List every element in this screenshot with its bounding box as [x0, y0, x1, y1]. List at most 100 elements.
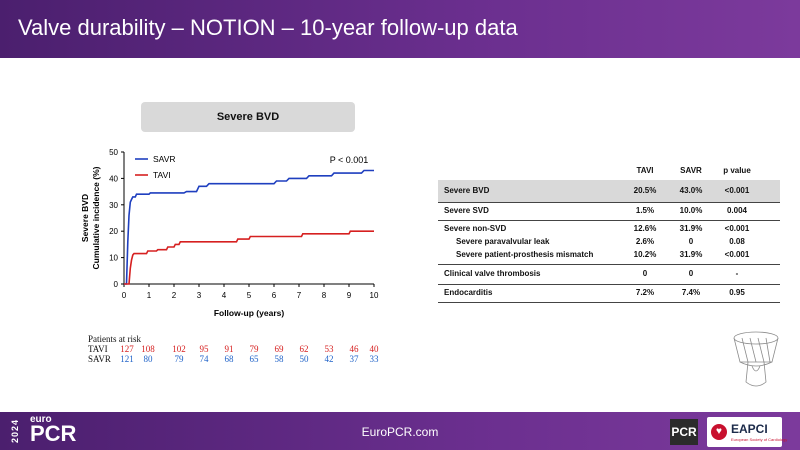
table-row: Severe non-SVD 12.6% 31.9% <0.001 Severe… — [438, 220, 780, 265]
table-row: Endocarditis 7.2% 7.4% 0.95 — [438, 284, 780, 303]
logo-pcr: PCR — [30, 421, 77, 446]
y-tick-label: 10 — [109, 254, 118, 263]
row-name: Severe BVD — [444, 186, 490, 195]
risk-value-tavi: 102 — [172, 344, 186, 354]
row-name: Severe SVD — [444, 206, 489, 215]
legend-label-savr: SAVR — [153, 154, 176, 164]
risk-value-savr: 79 — [174, 354, 184, 364]
footer-site-link[interactable]: EuroPCR.com — [361, 425, 439, 439]
col-header-tavi: TAVI — [636, 166, 654, 175]
x-axis-label: Follow-up (years) — [214, 308, 285, 318]
row-tavi: 20.5% — [633, 186, 657, 195]
table-row: Clinical valve thrombosis 0 0 - — [438, 264, 780, 285]
row-name: Severe paravalvular leak — [456, 237, 550, 246]
row-name: Severe non-SVD — [444, 224, 507, 233]
row-savr: 0 — [688, 269, 694, 278]
risk-value-tavi: 79 — [249, 344, 259, 354]
x-tick-label: 4 — [222, 291, 227, 300]
row-tavi: 0 — [642, 269, 648, 278]
risk-label-savr: SAVR — [88, 354, 111, 364]
heart-icon: ♥ — [711, 424, 727, 440]
x-tick-label: 10 — [370, 291, 379, 300]
row-name: Endocarditis — [444, 288, 493, 297]
x-tick-label: 9 — [347, 291, 352, 300]
eapci-subtitle: European Society of Cardiology — [731, 437, 788, 442]
y-tick-label: 50 — [109, 148, 118, 157]
risk-value-savr: 74 — [199, 354, 209, 364]
x-tick-label: 8 — [322, 291, 327, 300]
risk-value-tavi: 95 — [199, 344, 209, 354]
header-bar: Valve durability – NOTION – 10-year foll… — [0, 0, 800, 58]
eapci-logo: ♥ EAPCI European Society of Cardiology — [707, 417, 787, 447]
footer-bar — [0, 412, 800, 450]
row-tavi: 7.2% — [635, 288, 655, 297]
row-name: Severe patient-prosthesis mismatch — [456, 250, 594, 259]
risk-value-savr: 80 — [143, 354, 153, 364]
y-tick-label: 0 — [114, 280, 119, 289]
risk-value-savr: 42 — [324, 354, 334, 364]
col-header-savr: SAVR — [680, 166, 702, 175]
risk-value-tavi: 91 — [224, 344, 234, 354]
chart-panel-tab: Severe BVD — [141, 102, 355, 132]
y-tick-label: 20 — [109, 227, 118, 236]
row-tavi: 10.2% — [633, 250, 657, 259]
row-name: Clinical valve thrombosis — [444, 269, 541, 278]
row-savr: 7.4% — [681, 288, 701, 297]
col-header-p: p value — [723, 166, 751, 175]
row-savr: 10.0% — [679, 206, 703, 215]
series-line-tavi — [124, 230, 374, 285]
y-tick-label: 40 — [109, 174, 118, 183]
risk-value-savr: 37 — [349, 354, 359, 364]
risk-label-tavi: TAVI — [88, 344, 108, 354]
pcr-badge: PCR — [670, 419, 698, 445]
row-savr: 31.9% — [679, 250, 703, 259]
table-subrow: Severe patient-prosthesis mismatch 10.2%… — [438, 249, 780, 262]
row-tavi: 12.6% — [633, 224, 657, 233]
x-tick-label: 3 — [197, 291, 202, 300]
risk-value-tavi: 62 — [299, 344, 309, 354]
x-tick-label: 0 — [122, 291, 127, 300]
y-axis-label: Severe BVD — [80, 194, 90, 242]
row-savr: 31.9% — [679, 224, 703, 233]
risk-value-savr: 68 — [224, 354, 234, 364]
legend-label-tavi: TAVI — [153, 170, 171, 180]
x-tick-label: 5 — [247, 291, 252, 300]
p-value-annotation: P < 0.001 — [330, 155, 369, 165]
row-p: <0.001 — [724, 224, 750, 233]
row-savr: 0 — [688, 237, 694, 246]
risk-value-tavi: 40 — [369, 344, 379, 354]
table-subrow: Severe paravalvular leak 2.6% 0 0.08 — [438, 236, 780, 249]
logo-euro: euro — [30, 414, 52, 425]
risk-value-savr: 121 — [120, 354, 134, 364]
x-tick-label: 6 — [272, 291, 277, 300]
row-p: <0.001 — [724, 250, 750, 259]
row-tavi: 2.6% — [635, 237, 655, 246]
row-p: 0.004 — [726, 206, 748, 215]
x-tick-label: 7 — [297, 291, 302, 300]
risk-value-tavi: 108 — [141, 344, 155, 354]
risk-table-title: Patients at risk — [88, 334, 141, 344]
x-tick-label: 2 — [172, 291, 177, 300]
eapci-name: EAPCI — [731, 422, 768, 436]
risk-value-tavi: 69 — [274, 344, 284, 354]
risk-value-tavi: 53 — [324, 344, 334, 354]
x-tick-label: 1 — [147, 291, 152, 300]
risk-value-tavi: 127 — [120, 344, 134, 354]
valve-illustration — [733, 331, 779, 387]
risk-value-savr: 65 — [249, 354, 259, 364]
risk-value-savr: 50 — [299, 354, 309, 364]
row-p: 0.08 — [729, 237, 745, 246]
series-line-savr — [124, 169, 374, 285]
risk-value-savr: 33 — [369, 354, 379, 364]
kaplan-meier-chart: 0 1 2 3 4 5 6 7 8 9 10 0 10 20 30 40 50 Follow-up (years)… — [80, 148, 379, 318]
row-p: - — [735, 269, 739, 278]
row-p: <0.001 — [724, 186, 750, 195]
y-axis-label: Cumulative incidence (%) — [91, 166, 101, 269]
risk-value-tavi: 46 — [349, 344, 359, 354]
y-tick-label: 30 — [109, 201, 118, 210]
table-row: Severe BVD 20.5% 43.0% <0.001 — [438, 180, 780, 203]
risk-value-savr: 58 — [274, 354, 284, 364]
row-savr: 43.0% — [679, 186, 703, 195]
slide-title: Valve durability – NOTION – 10-year foll… — [18, 15, 518, 40]
row-p: 0.95 — [729, 288, 745, 297]
